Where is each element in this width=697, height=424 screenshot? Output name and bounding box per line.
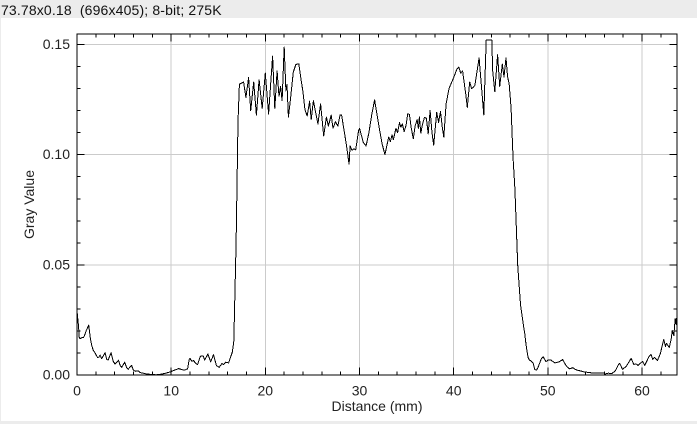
svg-text:0: 0 <box>73 383 81 399</box>
svg-text:40: 40 <box>446 383 462 399</box>
svg-text:20: 20 <box>258 383 274 399</box>
svg-text:0.15: 0.15 <box>43 36 70 52</box>
svg-text:60: 60 <box>634 383 650 399</box>
svg-text:0.05: 0.05 <box>43 256 70 272</box>
svg-text:Distance (mm): Distance (mm) <box>331 398 422 414</box>
svg-text:50: 50 <box>540 383 556 399</box>
svg-text:10: 10 <box>163 383 179 399</box>
svg-text:0.00: 0.00 <box>43 367 70 383</box>
svg-text:30: 30 <box>352 383 368 399</box>
svg-text:Gray Value: Gray Value <box>21 170 37 239</box>
svg-text:0.10: 0.10 <box>43 146 70 162</box>
